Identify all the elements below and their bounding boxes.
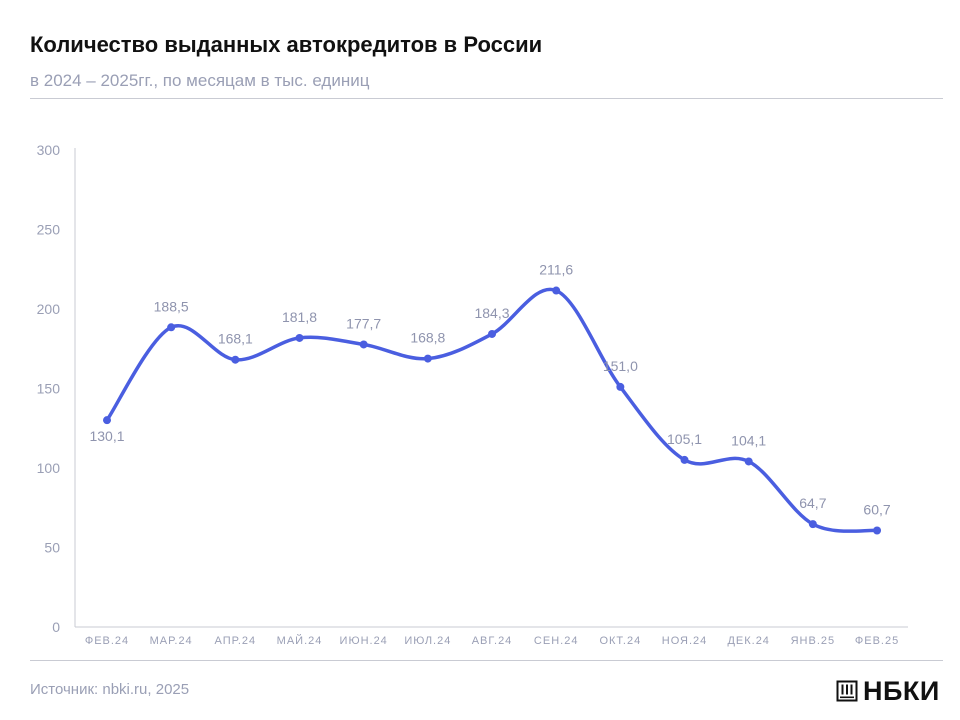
nbki-logo: НБКИ	[836, 676, 940, 706]
x-tick-label: МАР.24	[150, 635, 193, 647]
y-tick-label: 50	[44, 540, 60, 556]
footer-divider	[30, 660, 943, 661]
data-point	[167, 323, 176, 332]
data-label: 188,5	[154, 298, 189, 314]
x-tick-label: СЕН.24	[534, 635, 579, 647]
x-tick-label: ИЮН.24	[340, 635, 388, 647]
y-tick-label: 200	[37, 301, 61, 317]
data-point	[103, 416, 111, 425]
source-note: Источник: nbki.ru, 2025	[30, 681, 190, 698]
data-label: 177,7	[346, 315, 381, 331]
data-point	[873, 526, 882, 535]
x-tick-label: ОКТ.24	[599, 635, 641, 647]
x-tick-label: МАЙ.24	[277, 634, 323, 647]
data-label: 151,0	[603, 358, 638, 374]
data-label: 60,7	[863, 501, 890, 517]
data-point	[552, 286, 561, 295]
x-tick-label: ДЕК.24	[727, 635, 770, 647]
data-point	[423, 354, 432, 363]
x-tick-label: ФЕВ.24	[85, 635, 129, 647]
data-point	[616, 382, 625, 391]
y-tick-label: 300	[37, 142, 61, 158]
data-label: 211,6	[539, 262, 573, 278]
y-tick-label: 0	[52, 619, 60, 635]
header-divider	[30, 98, 943, 99]
y-tick-label: 250	[37, 222, 61, 238]
data-point	[488, 329, 497, 338]
data-label: 104,1	[731, 432, 766, 448]
x-tick-label: ФЕВ.25	[855, 635, 899, 647]
series-line	[105, 287, 879, 533]
line-chart: 0 50 100 150 200 250 300 ФЕВ.24 МАР.24 АПР.24 МАЙ.…	[37, 142, 908, 647]
x-tick-label: НОЯ.24	[662, 635, 708, 647]
data-label: 64,7	[799, 495, 826, 511]
data-point	[295, 333, 304, 342]
y-tick-label: 100	[37, 460, 61, 476]
bank-building-icon	[836, 680, 858, 702]
data-point	[359, 340, 368, 349]
x-tick-label: АПР.24	[215, 635, 257, 647]
data-point	[808, 520, 817, 529]
data-label: 181,8	[282, 309, 317, 325]
data-label: 168,1	[218, 331, 253, 347]
data-point	[680, 455, 689, 464]
data-label: 105,1	[667, 431, 702, 447]
chart-title: Количество выданных автокредитов в Росси…	[30, 32, 543, 57]
x-tick-label: АВГ.24	[472, 635, 513, 647]
data-label: 130,1	[89, 428, 124, 444]
data-label: 168,8	[410, 330, 445, 346]
x-tick-label: ЯНВ.25	[791, 635, 836, 647]
x-tick-label: ИЮЛ.24	[404, 635, 451, 647]
logo-text: НБКИ	[863, 675, 940, 706]
data-point	[744, 457, 753, 466]
chart-subtitle: в 2024 – 2025гг., по месяцам в тыс. един…	[30, 71, 370, 90]
y-tick-label: 150	[37, 381, 61, 397]
data-point	[231, 355, 240, 364]
data-label: 184,3	[474, 305, 509, 321]
